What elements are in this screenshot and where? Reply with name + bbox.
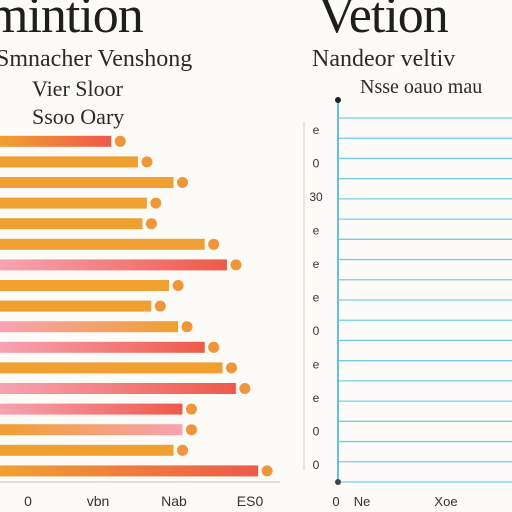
left-panel-title: mintion	[0, 0, 144, 44]
line-y-tick-label: e	[313, 358, 320, 372]
bar-10	[0, 341, 205, 353]
bar-end-dot-6	[230, 259, 242, 271]
right-panel-title: Vetion	[318, 0, 449, 44]
bar-chart-subtitle-1: Vier Sloor	[32, 76, 123, 101]
line-y-tick-label: 30	[309, 190, 323, 204]
bar-end-dot-9	[181, 321, 193, 333]
bar-end-dot-5	[208, 238, 220, 250]
bar-end-dot-14	[185, 424, 197, 436]
bar-end-dot-3	[150, 197, 162, 209]
bar-16	[0, 465, 259, 477]
line-y-tick-label: 0	[313, 425, 320, 439]
line-x-tick-label: Xoe	[434, 494, 457, 509]
bar-11	[0, 362, 223, 374]
line-x-tick-label: 0	[332, 494, 339, 509]
line-chart-title: Nandeor veltiv	[312, 46, 456, 72]
bar-1	[0, 156, 138, 168]
bar-end-dot-15	[177, 444, 189, 456]
line-x-tick-label: Ne	[354, 494, 371, 509]
bar-x-tick-label: Nab	[161, 493, 187, 509]
bar-end-dot-16	[261, 465, 273, 477]
bar-7	[0, 280, 170, 291]
bar-15	[0, 444, 174, 456]
bar-chart-subtitle-2: Ssoo Oary	[32, 104, 125, 129]
bar-end-dot-12	[239, 383, 251, 394]
bar-x-tick-label: vbn	[87, 493, 110, 509]
bar-5	[0, 238, 205, 250]
bar-end-dot-7	[172, 280, 184, 291]
bar-end-dot-2	[177, 177, 189, 188]
axis-origin-marker	[335, 479, 341, 485]
bar-x-tick-label: ES0	[237, 493, 264, 509]
bar-6	[0, 259, 227, 271]
bar-end-dot-10	[208, 341, 220, 353]
line-y-tick-label: e	[313, 257, 320, 271]
axis-top-marker	[335, 97, 341, 103]
bar-end-dot-13	[185, 403, 197, 415]
bar-x-tick-label: 0	[24, 493, 32, 509]
line-y-tick-label: e	[313, 123, 320, 137]
line-y-tick-label: 0	[313, 458, 320, 472]
bar-12	[0, 383, 236, 394]
bar-chart-title: Smnacher Venshong	[0, 46, 193, 72]
line-y-tick-label: 0	[313, 157, 320, 171]
bar-end-dot-4	[145, 218, 157, 230]
line-y-tick-label: e	[313, 391, 320, 405]
bar-end-dot-0	[114, 135, 126, 147]
bar-3	[0, 197, 147, 209]
bar-end-dot-1	[141, 156, 153, 168]
bar-4	[0, 218, 143, 230]
bar-14	[0, 424, 183, 436]
bar-2	[0, 177, 174, 188]
line-y-tick-label: e	[313, 291, 320, 305]
line-y-tick-label: 0	[313, 324, 320, 338]
bar-8	[0, 300, 152, 312]
bar-9	[0, 321, 178, 333]
bar-end-dot-11	[226, 362, 237, 374]
line-chart-subtitle: Nsse oauo mau	[360, 76, 483, 98]
bar-end-dot-8	[154, 300, 166, 312]
bar-0	[0, 135, 112, 147]
bar-13	[0, 403, 183, 415]
line-y-tick-label: e	[313, 224, 320, 238]
